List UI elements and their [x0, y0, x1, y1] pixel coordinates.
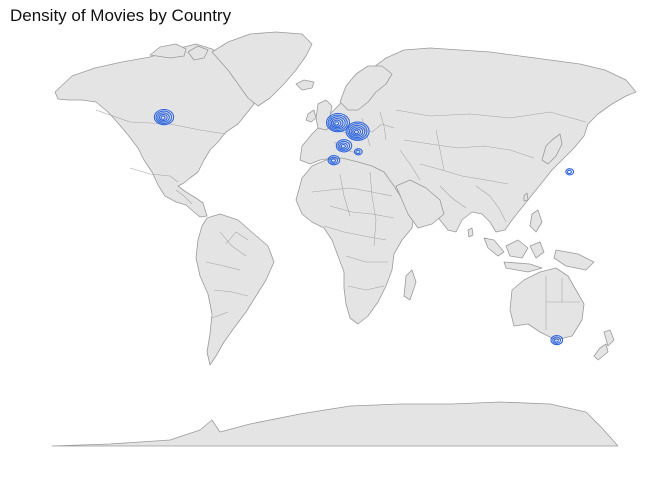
density-contour-6-0: [566, 169, 572, 175]
border-africa: [311, 171, 395, 291]
border-asia: [395, 109, 587, 223]
land-madagascar: [403, 269, 417, 301]
density-contour-3-2: [337, 140, 351, 152]
density-contour-3-3: [335, 139, 353, 153]
density-contour-5-0: [355, 149, 361, 155]
map-title: Density of Movies by Country: [10, 6, 232, 25]
density-contours: [153, 108, 575, 346]
land-greenland: [211, 31, 313, 107]
land-south-america: [195, 213, 275, 366]
density-contour-1-4: [327, 114, 348, 131]
density-contour-1-3: [329, 116, 346, 130]
land-arabia: [395, 179, 445, 229]
land-new-zealand: [593, 329, 615, 361]
border-central-america: [175, 189, 193, 205]
land-australia: [509, 267, 585, 341]
density-contour-2-2: [350, 126, 364, 137]
land-british-isles: [305, 99, 335, 131]
density-contour-4-1: [329, 156, 339, 164]
density-contour-1-5: [325, 112, 351, 133]
land-arctic-islands: [149, 43, 209, 61]
land-layer: [51, 31, 637, 447]
density-contour-1-0: [334, 121, 340, 126]
border-us-canada: [95, 109, 227, 135]
density-contour-7-0: [553, 338, 559, 343]
density-contour-1-1: [332, 119, 342, 127]
land-east-asia-islands: [523, 192, 543, 233]
density-contour-0-1: [158, 113, 168, 122]
density-contour-4-0: [330, 158, 336, 163]
land-antarctica: [51, 401, 619, 447]
border-south-america: [205, 231, 249, 319]
density-contour-3-0: [340, 144, 346, 149]
land-africa: [295, 157, 415, 325]
border-us-mexico: [129, 167, 179, 183]
country-borders: [95, 109, 587, 330]
land-iceland: [295, 79, 315, 91]
density-contour-2-5: [345, 121, 370, 141]
land-indonesia: [483, 237, 595, 273]
land-scandinavia: [339, 65, 393, 111]
density-contour-0-2: [157, 112, 170, 123]
land-sri-lanka: [467, 227, 474, 238]
density-contour-4-2: [327, 155, 341, 166]
density-contour-2-1: [352, 128, 362, 136]
density-contour-2-3: [348, 124, 366, 139]
density-contour-7-1: [552, 336, 562, 344]
density-contour-1-2: [330, 117, 344, 129]
density-contour-5-1: [353, 148, 363, 156]
land-north-america: [54, 43, 255, 218]
density-contour-3-1: [339, 142, 348, 150]
density-contour-6-1: [565, 168, 575, 176]
border-australia: [545, 276, 580, 330]
density-contour-2-4: [347, 123, 368, 140]
land-japan: [541, 133, 563, 165]
density-contour-7-2: [550, 334, 564, 346]
density-contour-0-0: [160, 115, 166, 120]
density-contour-2-0: [353, 129, 359, 135]
density-contour-0-3: [155, 110, 173, 124]
density-contour-0-4: [153, 108, 175, 126]
